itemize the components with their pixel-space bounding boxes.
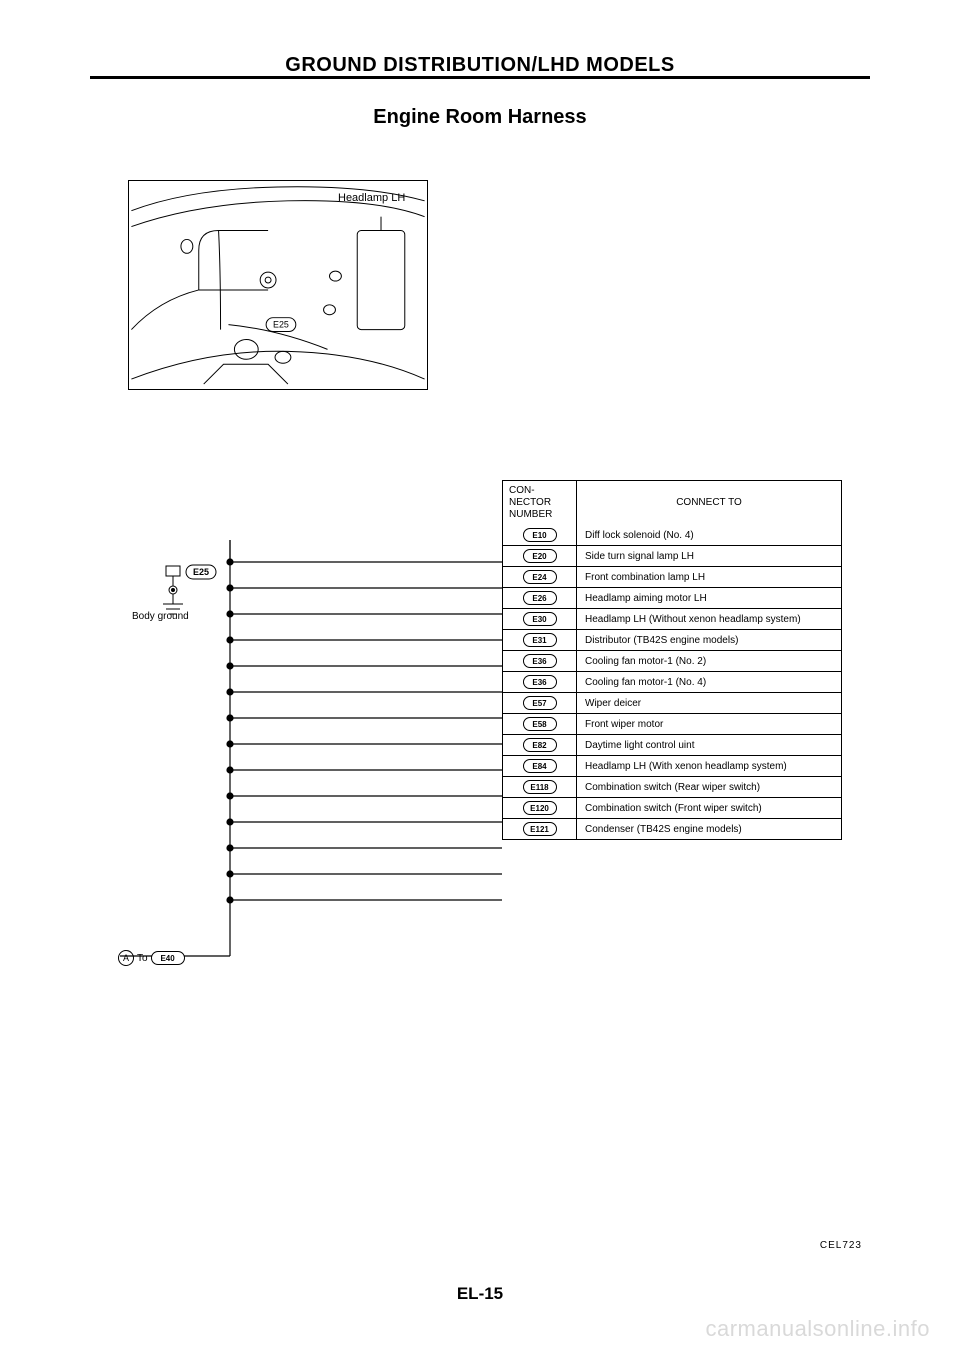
connector-cell: E24 (503, 567, 577, 587)
engine-svg: E25 (129, 181, 427, 389)
connector-cell: E10 (503, 525, 577, 545)
connector-cell: E121 (503, 819, 577, 839)
connect-to-cell: Side turn signal lamp LH (577, 546, 841, 566)
connector-cell: E36 (503, 672, 577, 692)
table-row: E84 Headlamp LH (With xenon headlamp syst… (503, 755, 841, 776)
connector-cell: E30 (503, 609, 577, 629)
page: GROUND DISTRIBUTION/LHD MODELS Engine Ro… (0, 0, 960, 1358)
table-row: E58 Front wiper motor (503, 713, 841, 734)
table-row: E82 Daytime light control uint (503, 734, 841, 755)
connector-cell: E82 (503, 735, 577, 755)
illus-connector-label: E25 (273, 320, 289, 330)
connect-to-cell: Headlamp aiming motor LH (577, 588, 841, 608)
jumper-label: A To E40 (118, 950, 185, 966)
connector-pill: E31 (523, 633, 557, 647)
connect-to-cell: Headlamp LH (With xenon headlamp system) (577, 756, 841, 776)
connect-to-cell: Condenser (TB42S engine models) (577, 819, 841, 839)
connector-pill: E84 (523, 759, 557, 773)
wiring-diagram: E25 (110, 480, 510, 1020)
ground-connector-pill: E25 (193, 567, 209, 577)
connector-pill: E26 (523, 591, 557, 605)
connector-pill: E58 (523, 717, 557, 731)
connect-to-cell: Headlamp LH (Without xenon headlamp syst… (577, 609, 841, 629)
jumper-circle: A (118, 950, 134, 966)
connect-to-cell: Front combination lamp LH (577, 567, 841, 587)
connect-to-cell: Cooling fan motor-1 (No. 2) (577, 651, 841, 671)
page-number: EL-15 (0, 1284, 960, 1304)
page-title: Engine Room Harness (0, 106, 960, 129)
table-row: E120 Combination switch (Front wiper swit… (503, 797, 841, 818)
figure-code: CEL723 (820, 1240, 862, 1251)
connector-pill: E57 (523, 696, 557, 710)
title-rule (90, 76, 870, 79)
table-header-right: CONNECT TO (577, 481, 841, 525)
table-header-row: CON- NECTOR NUMBER CONNECT TO (503, 481, 841, 525)
connector-pill: E82 (523, 738, 557, 752)
jumper-to: To (137, 953, 148, 964)
connect-to-cell: Cooling fan motor-1 (No. 4) (577, 672, 841, 692)
connect-to-cell: Diff lock solenoid (No. 4) (577, 525, 841, 545)
connector-cell: E26 (503, 588, 577, 608)
table-header-left: CON- NECTOR NUMBER (503, 481, 577, 525)
connect-to-cell: Combination switch (Front wiper switch) (577, 798, 841, 818)
connector-cell: E31 (503, 630, 577, 650)
section-title: GROUND DISTRIBUTION/LHD MODELS (0, 54, 960, 77)
connector-cell: E58 (503, 714, 577, 734)
connector-cell: E84 (503, 756, 577, 776)
table-row: E121 Condenser (TB42S engine models) (503, 818, 841, 839)
connector-pill: E120 (523, 801, 557, 815)
engine-illustration: E25 (128, 180, 428, 390)
table-row: E36 Cooling fan motor-1 (No. 2) (503, 650, 841, 671)
jumper-target-pill: E40 (151, 951, 185, 965)
connector-pill: E36 (523, 675, 557, 689)
connect-to-cell: Wiper deicer (577, 693, 841, 713)
headlamp-label: Headlamp LH (338, 192, 405, 204)
connect-to-cell: Combination switch (Rear wiper switch) (577, 777, 841, 797)
table-row: E24 Front combination lamp LH (503, 566, 841, 587)
connector-cell: E57 (503, 693, 577, 713)
table-row: E31 Distributor (TB42S engine models) (503, 629, 841, 650)
connect-to-cell: Daytime light control uint (577, 735, 841, 755)
connector-pill: E10 (523, 528, 557, 542)
connector-cell: E20 (503, 546, 577, 566)
connector-cell: E118 (503, 777, 577, 797)
body-ground-label: Body ground (132, 611, 189, 622)
connect-to-cell: Front wiper motor (577, 714, 841, 734)
connector-cell: E120 (503, 798, 577, 818)
connect-to-cell: Distributor (TB42S engine models) (577, 630, 841, 650)
table-row: E57 Wiper deicer (503, 692, 841, 713)
connector-pill: E118 (523, 780, 557, 794)
connector-table: CON- NECTOR NUMBER CONNECT TO E10 Diff lo… (502, 480, 842, 840)
table-row: E30 Headlamp LH (Without xenon headlamp s… (503, 608, 841, 629)
table-row: E118 Combination switch (Rear wiper switc… (503, 776, 841, 797)
connector-cell: E36 (503, 651, 577, 671)
connector-pill: E30 (523, 612, 557, 626)
table-row: E26 Headlamp aiming motor LH (503, 587, 841, 608)
connector-pill: E20 (523, 549, 557, 563)
connector-pill: E121 (523, 822, 557, 836)
connector-pill: E36 (523, 654, 557, 668)
table-row: E36 Cooling fan motor-1 (No. 4) (503, 671, 841, 692)
watermark: carmanualsonline.info (705, 1316, 930, 1342)
table-row: E10 Diff lock solenoid (No. 4) (503, 525, 841, 545)
table-row: E20 Side turn signal lamp LH (503, 545, 841, 566)
connector-pill: E24 (523, 570, 557, 584)
